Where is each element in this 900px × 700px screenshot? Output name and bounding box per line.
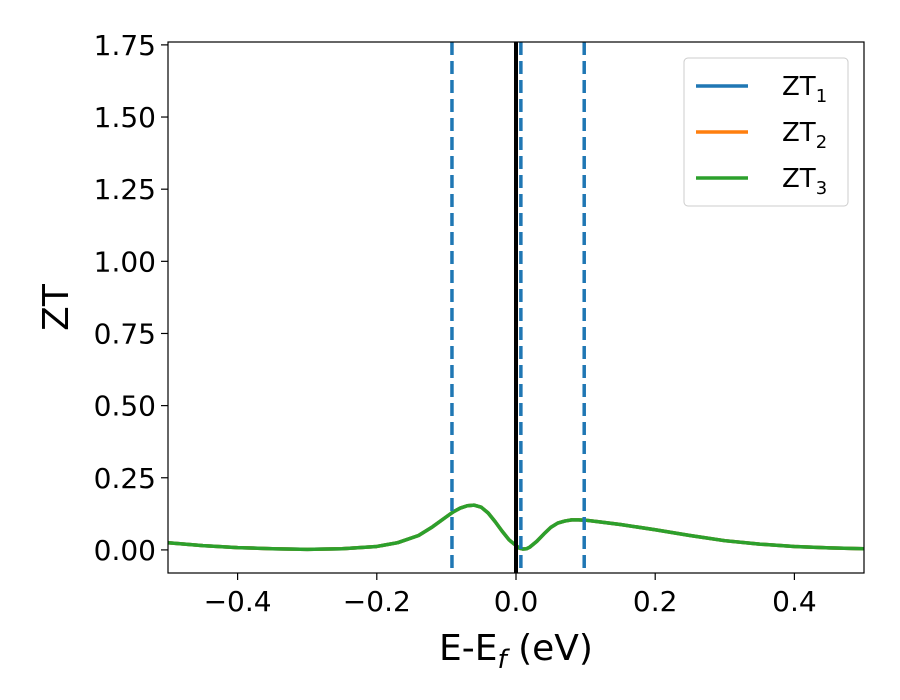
legend-box [683,57,849,207]
y-tick-label: 1.00 [94,245,156,278]
y-tick-label: 1.25 [94,173,156,206]
y-tick-label: 0.50 [94,390,156,423]
x-axis: −0.4 −0.2 0.0 0.2 0.4 [204,573,817,618]
y-tick-label: 0.00 [94,534,156,567]
y-tick-label: 0.75 [94,317,156,350]
legend-label: ZT2 [782,118,827,153]
y-axis: 0.00 0.25 0.50 0.75 1.00 1.25 1.50 1.75 [94,29,168,567]
legend: ZT1 ZT2 ZT3 [683,57,849,207]
legend-label: ZT3 [782,164,827,199]
plot-content [168,42,864,573]
x-axis-label: E-Ef (eV) [439,628,593,675]
x-tick-label: 0.2 [633,585,678,618]
x-tick-label: −0.2 [343,585,411,618]
legend-label: ZT1 [782,72,827,107]
x-tick-label: −0.4 [204,585,272,618]
y-tick-label: 1.75 [94,29,156,62]
x-tick-label: 0.4 [772,585,817,618]
x-tick-label: 0.0 [494,585,539,618]
y-tick-label: 0.25 [94,462,156,495]
y-tick-label: 1.50 [94,101,156,134]
y-axis-label: ZT [36,283,77,331]
